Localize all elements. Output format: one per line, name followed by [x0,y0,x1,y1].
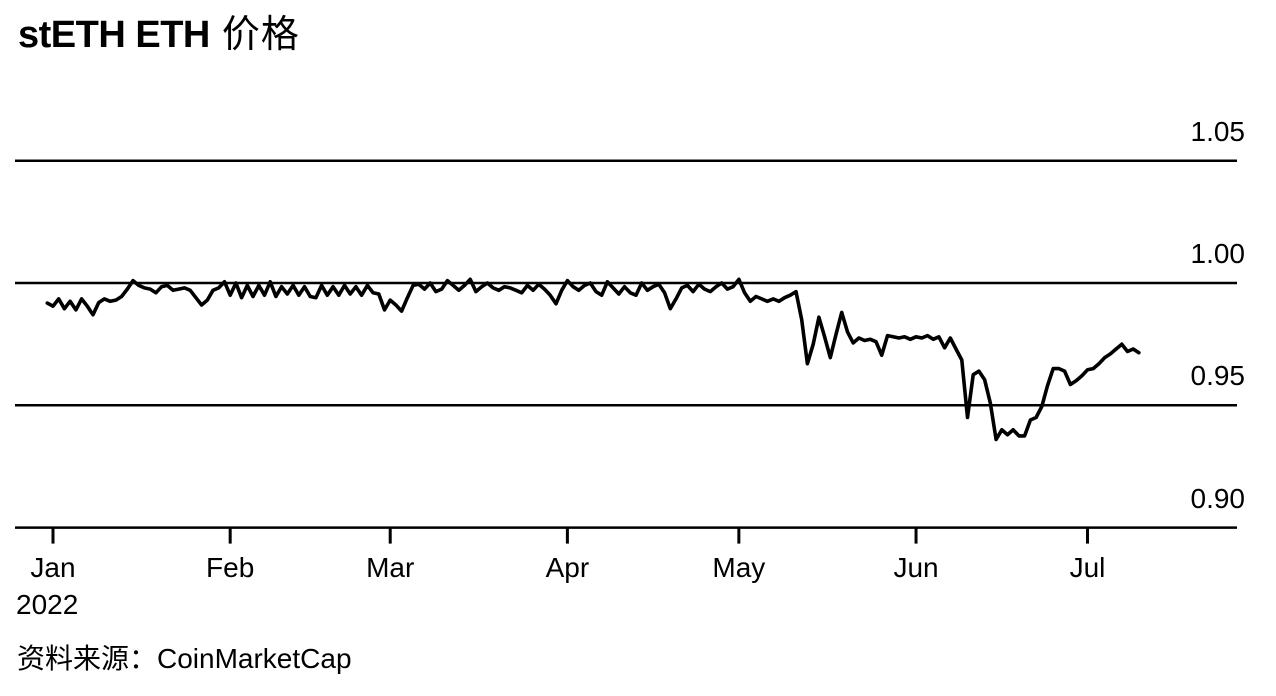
y-axis-tick-label: 0.95 [1190,360,1246,392]
x-axis-tick-label: Jan [30,552,76,583]
chart-title-cjk: 价格 [221,14,300,56]
x-axis-tick-label: Jul [1069,552,1106,583]
x-axis-tick-label: May [712,552,766,583]
source-caption: 资料来源：CoinMarketCap [17,643,352,674]
y-axis-tick-label: 0.90 [1190,482,1246,514]
x-axis-tick-label: Apr [545,552,590,583]
y-axis-tick-label: 1.05 [1190,115,1246,147]
price-line-series [45,277,1141,442]
chart-title: stETH ETH 价格 [18,12,300,58]
x-axis-tick-label: Jun [893,552,939,583]
y-axis-tick-label: 1.00 [1190,238,1246,269]
x-axis-year-label: 2022 [16,589,79,620]
x-axis-tick-label: Feb [206,552,255,583]
chart-title-latin: stETH ETH [18,14,210,56]
x-axis-tick-label: Mar [366,552,415,583]
